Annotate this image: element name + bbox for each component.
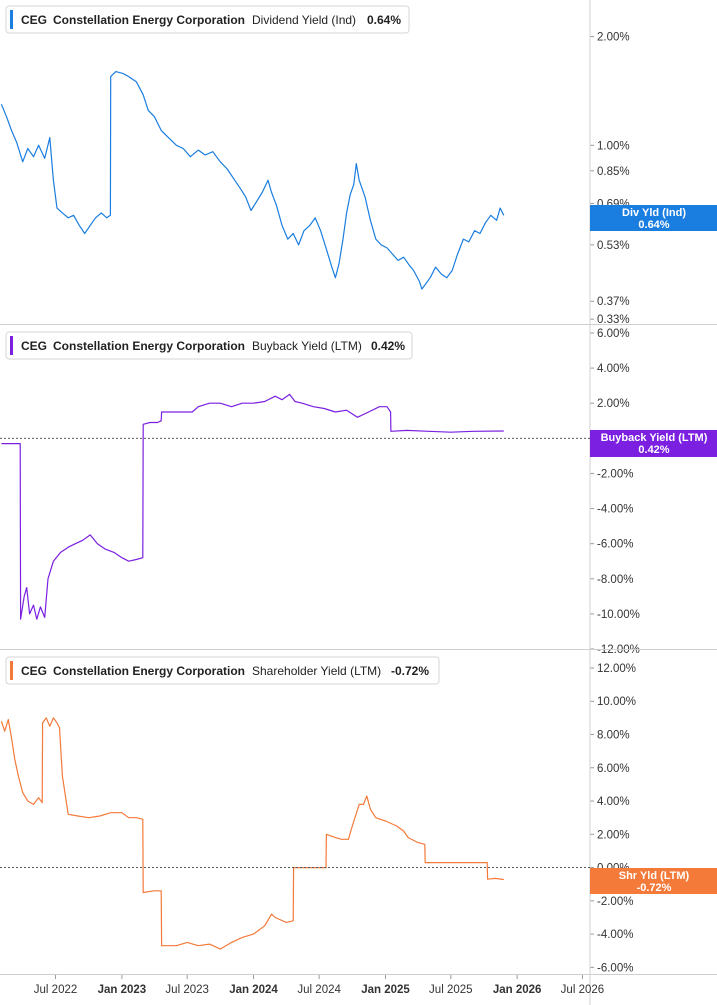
dividend-yield-series bbox=[0, 71, 505, 290]
panel-buyback-yield: CEG Constellation Energy Corporation Buy… bbox=[0, 325, 717, 656]
value-tag-bg bbox=[590, 430, 717, 457]
legend-ticker: CEG bbox=[21, 339, 47, 353]
y-tick-label: -6.00% bbox=[597, 962, 633, 974]
y-tick-label: 10.00% bbox=[597, 696, 636, 708]
x-tick-label: Jan 2023 bbox=[98, 984, 147, 996]
value-tag-value: 0.64% bbox=[638, 219, 669, 231]
dividend-yield-value-tag: Div Yld (Ind) 0.64% bbox=[590, 205, 717, 231]
legend-metric: Shareholder Yield (LTM) bbox=[252, 664, 381, 678]
y-tick-label: 0.33% bbox=[597, 314, 630, 326]
dividend-yield-line bbox=[0, 71, 505, 290]
y-tick-label: -2.00% bbox=[597, 468, 633, 480]
legend-ticker: CEG bbox=[21, 664, 47, 678]
legend-metric: Dividend Yield (Ind) bbox=[252, 13, 356, 27]
y-tick-label: 6.00% bbox=[597, 328, 630, 340]
legend-ticker: CEG bbox=[21, 13, 47, 27]
value-tag-label: Div Yld (Ind) bbox=[622, 207, 686, 219]
legend-company: Constellation Energy Corporation bbox=[53, 13, 245, 27]
y-tick-label: 2.00% bbox=[597, 398, 630, 410]
x-tick-label: Jul 2025 bbox=[429, 984, 472, 996]
y-tick-label: 4.00% bbox=[597, 796, 630, 808]
value-tag-value: 0.42% bbox=[638, 444, 669, 456]
y-tick-label: -2.00% bbox=[597, 896, 633, 908]
x-tick-label: Jul 2023 bbox=[165, 984, 208, 996]
y-tick-label: 2.00% bbox=[597, 32, 630, 44]
legend-metric: Buyback Yield (LTM) bbox=[252, 339, 362, 353]
legend-color-marker bbox=[10, 336, 13, 355]
x-axis: Jul 2022 Jan 2023 Jul 2023 Jan 2024 Jul 2024… bbox=[34, 974, 604, 1005]
value-tag-label: Buyback Yield (LTM) bbox=[601, 432, 708, 444]
legend-value: -0.72% bbox=[391, 664, 429, 678]
value-tag-label: Shr Yld (LTM) bbox=[619, 870, 690, 882]
y-tick-label: 12.00% bbox=[597, 663, 636, 675]
y-tick-label: -10.00% bbox=[597, 609, 640, 621]
legend-box bbox=[5, 656, 440, 685]
legend-value: 0.42% bbox=[371, 339, 405, 353]
panel-dividend-yield: CEG Constellation Energy Corporation Div… bbox=[0, 0, 717, 326]
legend-shareholder-yield[interactable]: CEG Constellation Energy Corporation Sha… bbox=[5, 656, 440, 685]
y-tick-label: 0.53% bbox=[597, 240, 630, 252]
y-tick-label: 8.00% bbox=[597, 730, 630, 742]
legend-company: Constellation Energy Corporation bbox=[53, 664, 245, 678]
buyback-yield-series bbox=[1, 393, 504, 620]
legend-box bbox=[5, 331, 413, 360]
legend-color-marker bbox=[10, 10, 13, 29]
buyback-yield-y-axis: 6.00%4.00%2.00%0.00%-2.00%-4.00%-6.00%-8… bbox=[590, 328, 640, 656]
y-tick-label: 4.00% bbox=[597, 363, 630, 375]
y-tick-label: -8.00% bbox=[597, 574, 633, 586]
legend-value: 0.64% bbox=[367, 13, 401, 27]
shareholder-yield-y-axis: 12.00%10.00%8.00%6.00%4.00%2.00%0.00%-2.… bbox=[590, 663, 636, 974]
y-tick-label: 0.37% bbox=[597, 296, 630, 308]
y-tick-label: -4.00% bbox=[597, 929, 633, 941]
x-tick-label: Jul 2026 bbox=[561, 984, 604, 996]
x-tick-label: Jan 2024 bbox=[229, 984, 278, 996]
x-tick-label: Jul 2022 bbox=[34, 984, 77, 996]
y-tick-label: 1.00% bbox=[597, 140, 630, 152]
dividend-yield-y-axis: 2.00%1.00%0.85%0.69%0.53%0.37%0.33% bbox=[590, 32, 630, 326]
legend-dividend-yield[interactable]: CEG Constellation Energy Corporation Div… bbox=[5, 5, 410, 34]
panel-shareholder-yield: CEG Constellation Energy Corporation Sha… bbox=[0, 650, 717, 975]
shareholder-yield-series bbox=[0, 717, 504, 950]
x-tick-label: Jan 2026 bbox=[493, 984, 542, 996]
value-tag-bg bbox=[590, 868, 717, 894]
shareholder-yield-value-tag: Shr Yld (LTM) -0.72% bbox=[590, 868, 717, 894]
y-tick-label: 6.00% bbox=[597, 763, 630, 775]
value-tag-value: -0.72% bbox=[637, 882, 672, 894]
legend-buyback-yield[interactable]: CEG Constellation Energy Corporation Buy… bbox=[5, 331, 413, 360]
x-tick-label: Jan 2025 bbox=[361, 984, 410, 996]
y-tick-label: 2.00% bbox=[597, 829, 630, 841]
value-tag-bg bbox=[590, 205, 717, 231]
y-tick-label: 0.85% bbox=[597, 166, 630, 178]
shareholder-yield-line bbox=[0, 717, 504, 950]
legend-box bbox=[5, 5, 410, 34]
buyback-yield-value-tag: Buyback Yield (LTM) 0.42% bbox=[590, 430, 717, 457]
y-tick-label: -4.00% bbox=[597, 504, 633, 516]
legend-color-marker bbox=[10, 661, 13, 680]
x-tick-label: Jul 2024 bbox=[297, 984, 341, 996]
buyback-yield-line bbox=[1, 393, 504, 620]
legend-company: Constellation Energy Corporation bbox=[53, 339, 245, 353]
y-tick-label: -6.00% bbox=[597, 539, 633, 551]
